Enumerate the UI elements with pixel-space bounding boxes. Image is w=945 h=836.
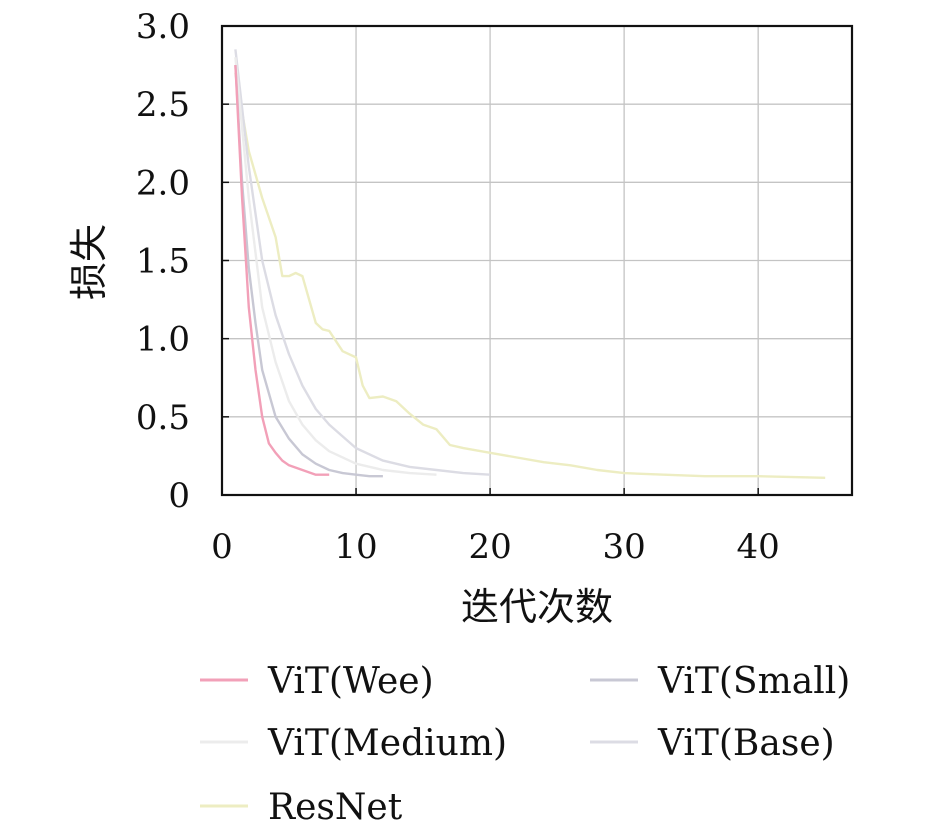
y-tick-label: 1.0 [136, 320, 190, 360]
x-tick-label: 40 [737, 527, 780, 567]
legend-label: ViT(Base) [657, 723, 835, 764]
x-tick-label: 20 [468, 527, 511, 567]
series-line [234, 65, 330, 476]
x-axis-label: 迭代次数 [461, 585, 613, 629]
y-tick-label: 3.0 [136, 7, 190, 47]
y-tick-label: 2.5 [136, 85, 190, 125]
legend: ViT(Wee) ViT(Small) ViT(Medium) ViT(Base) Re… [200, 661, 850, 828]
x-tick-label: 10 [334, 527, 377, 567]
legend-label: ViT(Medium) [267, 723, 507, 764]
legend-label: ViT(Small) [657, 661, 850, 702]
y-tick-label: 0.5 [136, 398, 190, 438]
x-tick-label: 30 [602, 527, 645, 567]
y-tick-label: 1.5 [136, 242, 190, 282]
grid [222, 26, 852, 495]
series-line [234, 65, 383, 478]
y-tick-label: 0 [168, 476, 190, 516]
legend-label: ResNet [268, 787, 403, 828]
y-tick-label: 2.0 [136, 163, 190, 203]
axis-ticks: 0 10 20 30 40 0 0.5 1.0 1.5 2.0 2.5 3.0 [136, 7, 780, 567]
series-lines [234, 49, 826, 479]
y-axis-label: 损失 [67, 224, 111, 300]
x-tick-label: 0 [211, 527, 233, 567]
series-line [234, 49, 491, 476]
series-line [234, 57, 437, 476]
series-line [234, 72, 826, 479]
legend-label: ViT(Wee) [267, 661, 434, 702]
